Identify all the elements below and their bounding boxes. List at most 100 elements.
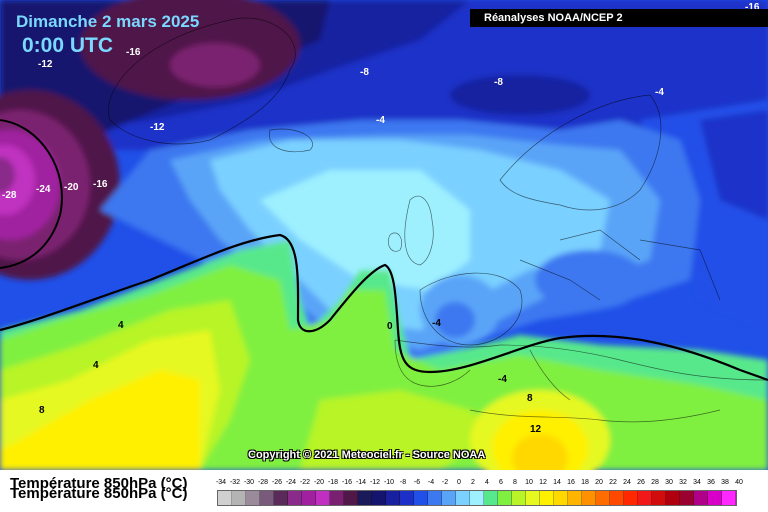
legend-tick-label: 20: [595, 479, 603, 486]
contour-label: -16: [745, 2, 760, 13]
contour-label: -28: [2, 190, 17, 201]
legend-swatch: [456, 491, 470, 505]
legend-swatch: [554, 491, 568, 505]
legend-swatch: [232, 491, 246, 505]
temperature-map: -16 -12 -8 -8 -4 -4 -16 -12 -16 -20 -24 …: [0, 0, 768, 470]
legend-swatch: [484, 491, 498, 505]
legend-tick-label: 34: [693, 479, 701, 486]
time-title: 0:00 UTC: [22, 34, 114, 57]
legend-tick-label: -12: [369, 479, 381, 486]
legend-swatch: [638, 491, 652, 505]
legend-swatch: [344, 491, 358, 505]
legend-swatch: [288, 491, 302, 505]
legend-swatch: [610, 491, 624, 505]
legend-swatch: [330, 491, 344, 505]
legend-tick-label: 28: [651, 479, 659, 486]
legend-tick-label: 2: [471, 479, 475, 486]
legend-swatch: [498, 491, 512, 505]
legend-tick-label: -26: [271, 479, 283, 486]
legend-title-shadow: Température 850hPa (°C): [10, 485, 188, 502]
contour-label: -24: [36, 184, 51, 195]
contour-label: -16: [126, 47, 141, 58]
legend-tick-label: 40: [735, 479, 743, 486]
contour-label: 8: [527, 393, 533, 404]
cold-pool-isotherm: [0, 119, 63, 269]
contour-label: -8: [494, 77, 503, 88]
legend-swatch: [540, 491, 554, 505]
legend-tick-label: -10: [383, 479, 395, 486]
legend-tick-label: -14: [355, 479, 367, 486]
legend-tick-label: 4: [485, 479, 489, 486]
legend-tick-label: 36: [707, 479, 715, 486]
contour-label: 8: [39, 405, 45, 416]
legend-swatch: [386, 491, 400, 505]
contour-label: -12: [150, 122, 165, 133]
legend-swatch: [358, 491, 372, 505]
legend-swatch: [568, 491, 582, 505]
legend-tick-label: 14: [553, 479, 561, 486]
legend-title: Température 850hPa (°C): [10, 475, 188, 492]
contour-label: -12: [38, 59, 53, 70]
legend-swatch: [414, 491, 428, 505]
contour-label: 0: [387, 321, 393, 332]
legend-swatch: [526, 491, 540, 505]
legend-swatch: [372, 491, 386, 505]
legend-tick-label: -2: [441, 479, 449, 486]
legend-swatch: [442, 491, 456, 505]
legend-tick-label: -22: [299, 479, 311, 486]
source-badge: Réanalyses NOAA/NCEP 2: [470, 9, 768, 27]
legend-tick-label: 32: [679, 479, 687, 486]
contour-labels: -16 -12 -8 -8 -4 -4 -16 -12 -16 -20 -24 …: [2, 2, 760, 435]
legend-tick-label: 8: [513, 479, 517, 486]
legend-tick-label: -16: [341, 479, 353, 486]
legend-tick-label: 24: [623, 479, 631, 486]
legend-tick-label: -20: [313, 479, 325, 486]
legend-swatch: [624, 491, 638, 505]
legend-tick-label: 0: [457, 479, 461, 486]
legend-tick-label: -32: [229, 479, 241, 486]
legend-swatch: [582, 491, 596, 505]
legend-tick-label: 18: [581, 479, 589, 486]
legend-swatch: [596, 491, 610, 505]
legend-tick-label: -4: [427, 479, 435, 486]
contour-label: 4: [118, 320, 124, 331]
contour-label: 12: [530, 424, 542, 435]
color-scale: [217, 490, 737, 506]
legend-tick-label: 10: [525, 479, 533, 486]
legend-swatch: [708, 491, 722, 505]
legend-tick-label: 16: [567, 479, 575, 486]
legend-swatch: [666, 491, 680, 505]
map-canvas: -16 -12 -8 -8 -4 -4 -16 -12 -16 -20 -24 …: [0, 0, 768, 470]
legend-swatch: [400, 491, 414, 505]
legend-tick-label: 38: [721, 479, 729, 486]
contour-label: -8: [360, 67, 369, 78]
legend-swatch: [694, 491, 708, 505]
legend-tick-label: -6: [413, 479, 421, 486]
date-title: Dimanche 2 mars 2025: [16, 12, 200, 31]
contour-label: -20: [64, 182, 79, 193]
legend-swatch: [274, 491, 288, 505]
legend-swatch: [260, 491, 274, 505]
legend-tick-label: -24: [285, 479, 297, 486]
contour-label: -4: [498, 374, 507, 385]
legend-tick-label: 30: [665, 479, 673, 486]
legend-tick-label: -18: [327, 479, 339, 486]
legend-swatch: [218, 491, 232, 505]
legend-swatch: [428, 491, 442, 505]
legend-tick-label: 6: [499, 479, 503, 486]
legend-swatch: [470, 491, 484, 505]
contour-label: -4: [376, 115, 385, 126]
legend-footer: Température 850hPa (°C) Température 850h…: [0, 470, 768, 512]
contour-label: -4: [432, 318, 441, 329]
contour-label: -4: [655, 87, 664, 98]
contour-label: 4: [93, 360, 99, 371]
legend-swatch: [680, 491, 694, 505]
legend-tick-label: -34: [215, 479, 227, 486]
legend-swatch: [722, 491, 736, 505]
legend-swatch: [316, 491, 330, 505]
legend-tick-label: -28: [257, 479, 269, 486]
contour-label: -16: [93, 179, 108, 190]
legend-swatch: [302, 491, 316, 505]
legend-tick-label: -30: [243, 479, 255, 486]
legend-tick-label: -8: [399, 479, 407, 486]
